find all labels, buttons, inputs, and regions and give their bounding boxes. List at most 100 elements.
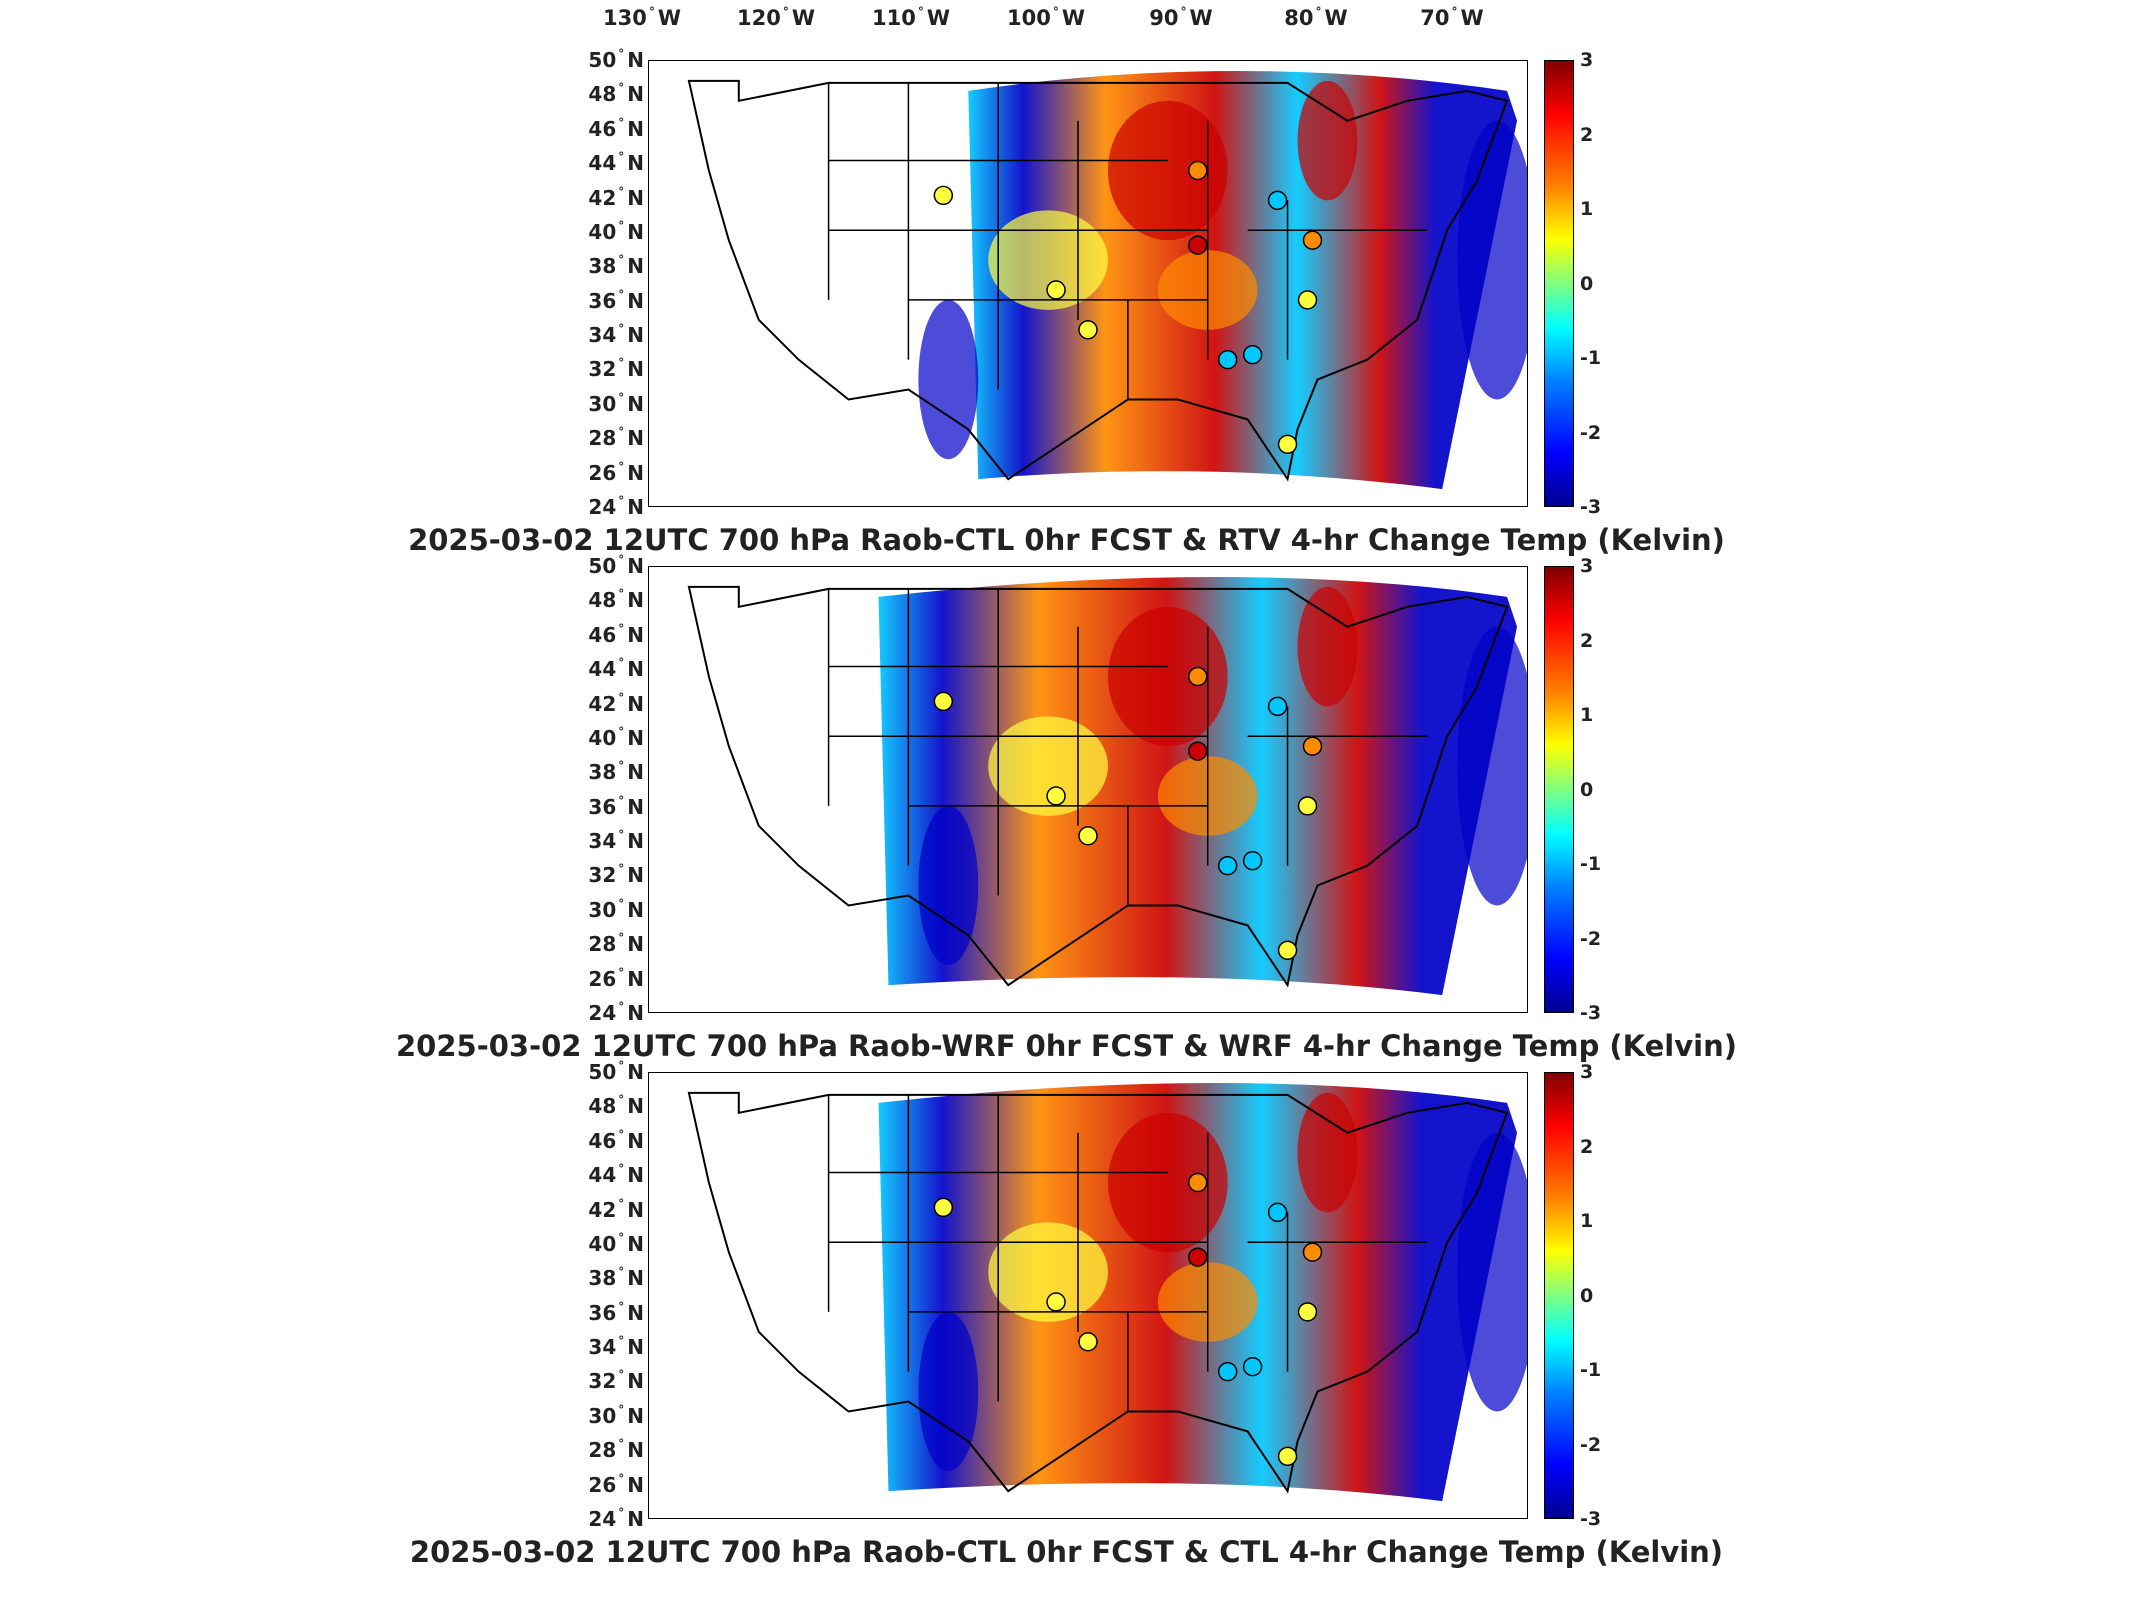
degree-symbol: ° (618, 81, 625, 96)
colorbar-tick-label: -2 (1580, 927, 1602, 950)
latitude-degree: 38 (588, 1266, 617, 1291)
temperature-anomaly (1457, 1132, 1527, 1412)
latitude-label: 32 ° N (588, 1368, 644, 1393)
latitude-hemisphere: N (627, 897, 644, 922)
degree-symbol: ° (618, 965, 625, 980)
latitude-hemisphere: N (627, 323, 644, 348)
temperature-change-map (687, 70, 1527, 490)
degree-symbol: ° (618, 587, 625, 602)
degree-symbol: ° (618, 390, 625, 405)
latitude-hemisphere: N (627, 82, 644, 107)
raob-station-marker (1267, 190, 1288, 211)
latitude-hemisphere: N (627, 1060, 644, 1084)
degree-symbol: ° (618, 425, 625, 440)
latitude-label: 36 ° N (588, 794, 644, 819)
latitude-hemisphere: N (627, 657, 644, 682)
latitude-hemisphere: N (627, 1335, 644, 1360)
latitude-degree: 48 (588, 588, 617, 613)
temperature-anomaly (1107, 1112, 1228, 1253)
degree-symbol: ° (618, 1162, 625, 1177)
latitude-label: 42 ° N (588, 691, 644, 716)
latitude-degree: 50 (588, 554, 617, 578)
latitude-hemisphere: N (627, 794, 644, 819)
latitude-hemisphere: N (627, 1438, 644, 1463)
colorbar-tick-label: 3 (1580, 1061, 1594, 1083)
latitude-degree: 42 (588, 185, 617, 210)
longitude-hemisphere: W (791, 6, 816, 30)
latitude-hemisphere: N (627, 426, 644, 451)
latitude-hemisphere: N (627, 1472, 644, 1497)
raob-station-marker (933, 185, 954, 206)
degree-symbol: ° (618, 759, 625, 774)
longitude-degree: 120 (736, 6, 781, 30)
degree-symbol: ° (618, 1196, 625, 1211)
degree-symbol: ° (618, 356, 625, 371)
raob-station-marker (1188, 235, 1208, 255)
latitude-degree: 46 (588, 1128, 617, 1153)
degree-symbol: ° (1451, 5, 1458, 19)
panel-title: 2025-03-02 12UTC 700 hPa Raob-CTL 0hr FC… (409, 1535, 1724, 1569)
latitude-hemisphere: N (627, 622, 644, 647)
longitude-label: 120 ° W (736, 5, 816, 30)
longitude-label: 110 ° W (872, 5, 950, 30)
temperature-anomaly (1107, 606, 1228, 747)
latitude-hemisphere: N (627, 254, 644, 279)
latitude-label: 34 ° N (588, 322, 644, 348)
raob-station-marker (1046, 280, 1066, 300)
latitude-degree: 32 (588, 863, 617, 888)
latitude-label: 30 ° N (588, 1403, 644, 1428)
raob-station-marker (933, 1197, 954, 1218)
longitude-hemisphere: W (1460, 6, 1484, 30)
latitude-hemisphere: N (627, 760, 644, 785)
raob-station-marker (1078, 826, 1098, 846)
colorbar-tick-label: -1 (1580, 853, 1602, 875)
raob-station-marker (1302, 230, 1323, 250)
raob-station-marker (1217, 855, 1238, 876)
latitude-degree: 36 (588, 794, 617, 819)
longitude-label: 70 ° W (1420, 5, 1484, 30)
colorbar-tick-label: 0 (1580, 778, 1594, 801)
latitude-degree: 26 (588, 460, 617, 485)
raob-station-marker (1188, 741, 1208, 761)
raob-station-marker (1046, 786, 1066, 806)
latitude-hemisphere: N (627, 48, 644, 72)
latitude-label: 30 ° N (588, 897, 644, 922)
latitude-label: 44 ° N (588, 656, 644, 682)
longitude-label: 90 ° W (1149, 5, 1212, 30)
longitude-label: 130 ° W (603, 5, 681, 30)
degree-symbol: ° (618, 1299, 625, 1314)
degree-symbol: ° (618, 253, 625, 268)
latitude-degree: 38 (588, 760, 617, 785)
raob-station-marker (1188, 666, 1208, 687)
temperature-change-map (687, 576, 1527, 996)
panel-title: 2025-03-02 12UTC 700 hPa Raob-WRF 0hr FC… (395, 1029, 1737, 1063)
latitude-label: 40 ° N (588, 219, 644, 244)
latitude-label: 38 ° N (588, 1265, 644, 1291)
colorbar-tick-label: -3 (1580, 1002, 1602, 1024)
latitude-degree: 28 (588, 426, 617, 451)
map-frame (648, 1072, 1528, 1519)
latitude-degree: 44 (588, 1163, 617, 1188)
degree-symbol: ° (1052, 5, 1059, 19)
degree-symbol: ° (618, 184, 625, 199)
temperature-anomaly (1457, 120, 1527, 400)
latitude-label: 50 ° N (588, 47, 644, 72)
degree-symbol: ° (618, 1334, 625, 1349)
latitude-hemisphere: N (627, 288, 644, 313)
latitude-hemisphere: N (627, 495, 644, 519)
degree-symbol: ° (618, 1506, 625, 1520)
longitude-degree: 80 (1284, 6, 1314, 30)
latitude-hemisphere: N (627, 151, 644, 176)
raob-station-marker (1297, 796, 1318, 816)
latitude-hemisphere: N (627, 1094, 644, 1119)
latitude-label: 50 ° N (588, 553, 644, 578)
country-outline (687, 585, 1509, 988)
degree-symbol: ° (618, 862, 625, 877)
latitude-degree: 36 (588, 1300, 617, 1325)
degree-symbol: ° (618, 724, 625, 739)
latitude-degree: 40 (588, 219, 617, 244)
raob-station-marker (1297, 1302, 1318, 1322)
latitude-label: 32 ° N (588, 356, 644, 381)
latitude-label: 42 ° N (588, 1196, 644, 1222)
latitude-label: 30 ° N (588, 390, 644, 416)
